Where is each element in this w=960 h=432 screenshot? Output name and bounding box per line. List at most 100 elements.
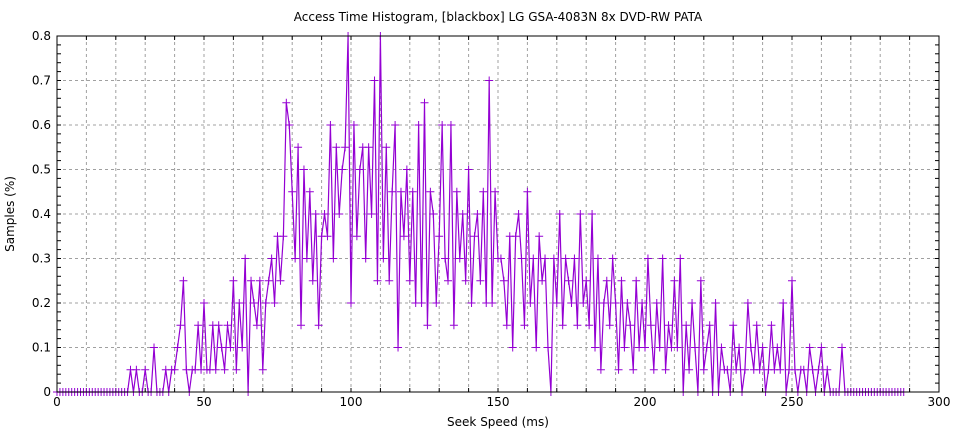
data-point (435, 232, 444, 241)
data-point (652, 299, 661, 307)
data-point (232, 365, 241, 374)
x-axis-label: Seek Speed (ms) (447, 415, 549, 429)
data-point (643, 254, 652, 263)
plot-frame (56, 35, 940, 393)
data-point (347, 299, 355, 307)
data-point (405, 276, 414, 285)
data-point (617, 276, 626, 285)
data-point (270, 299, 279, 307)
data-point (658, 254, 667, 263)
data-point (379, 254, 388, 263)
x-tick-label: 50 (196, 395, 211, 409)
data-point (141, 365, 150, 374)
data-point (632, 276, 641, 285)
y-tick-label: 0.6 (32, 118, 51, 132)
data-point (543, 343, 552, 352)
data-point (373, 276, 382, 285)
x-tick-label: 200 (634, 395, 657, 409)
data-point (817, 343, 826, 352)
data-point (549, 254, 558, 263)
data-point (326, 121, 335, 129)
data-point (408, 187, 417, 196)
data-point (150, 343, 159, 352)
data-point (702, 343, 711, 352)
data-point (200, 299, 208, 307)
data-point (758, 343, 767, 352)
data-point (711, 299, 720, 307)
data-point (449, 321, 458, 330)
data-point (329, 254, 338, 263)
data-point (364, 143, 373, 152)
data-point (473, 210, 482, 218)
grid (57, 36, 939, 392)
data-point (623, 299, 632, 307)
data-point (649, 365, 658, 374)
data-point (438, 121, 447, 129)
data-point (788, 276, 796, 285)
data-point (223, 321, 232, 330)
data-point (564, 276, 573, 285)
data-point (455, 254, 464, 263)
data-point (391, 121, 400, 129)
data-point (446, 121, 455, 129)
axis-ticks: 0 50 100 150 200 250 300 0 0.1 0.2 0.3 0.4 0.5 0.6 0.7… (32, 29, 951, 409)
data-point (382, 143, 391, 152)
data-point (661, 365, 670, 374)
data-point (249, 299, 258, 307)
data-point (458, 210, 467, 218)
data-point (496, 254, 505, 263)
data-point (529, 254, 538, 263)
data-point (676, 254, 685, 263)
data-point (476, 276, 485, 285)
data-point (282, 98, 291, 107)
data-point (532, 343, 541, 352)
data-point (502, 321, 511, 330)
data-point (308, 276, 317, 285)
data-point (735, 343, 744, 352)
data-point (467, 299, 476, 307)
data-point (755, 365, 764, 374)
x-tick-label: 300 (928, 395, 951, 409)
data-point (585, 321, 594, 330)
data-point (626, 321, 635, 330)
data-point (614, 365, 623, 374)
data-point (420, 98, 429, 107)
data-point (646, 321, 655, 330)
data-point (655, 343, 664, 352)
data-point (599, 299, 608, 307)
data-point (444, 276, 453, 285)
data-point (385, 276, 394, 285)
data-point (179, 276, 188, 285)
y-tick-label: 0 (43, 385, 51, 399)
data-point (394, 343, 403, 352)
data-point (276, 276, 285, 285)
data-point (517, 254, 526, 263)
x-tick-label: 0 (53, 395, 61, 409)
data-point (514, 210, 523, 218)
data-point (235, 299, 244, 307)
data-point (170, 365, 179, 374)
data-point (355, 165, 364, 174)
data-point (452, 187, 461, 196)
data-point (488, 299, 497, 307)
data-point (593, 254, 602, 263)
chart-title: Access Time Histogram, [blackbox] LG GSA… (294, 10, 703, 24)
data-point (573, 321, 582, 330)
data-point (799, 365, 808, 374)
data-point (767, 321, 776, 330)
data-point (432, 299, 441, 307)
data-point (620, 343, 629, 352)
data-point (752, 321, 761, 330)
data-point (685, 365, 694, 374)
data-point (561, 254, 570, 263)
data-point (690, 343, 699, 352)
data-point (323, 232, 332, 241)
data-point (638, 299, 647, 307)
data-point (247, 276, 256, 285)
data-point (743, 299, 752, 307)
data-point (370, 76, 379, 85)
data-point (605, 321, 614, 330)
data-point (485, 76, 494, 85)
data-point (305, 187, 314, 196)
